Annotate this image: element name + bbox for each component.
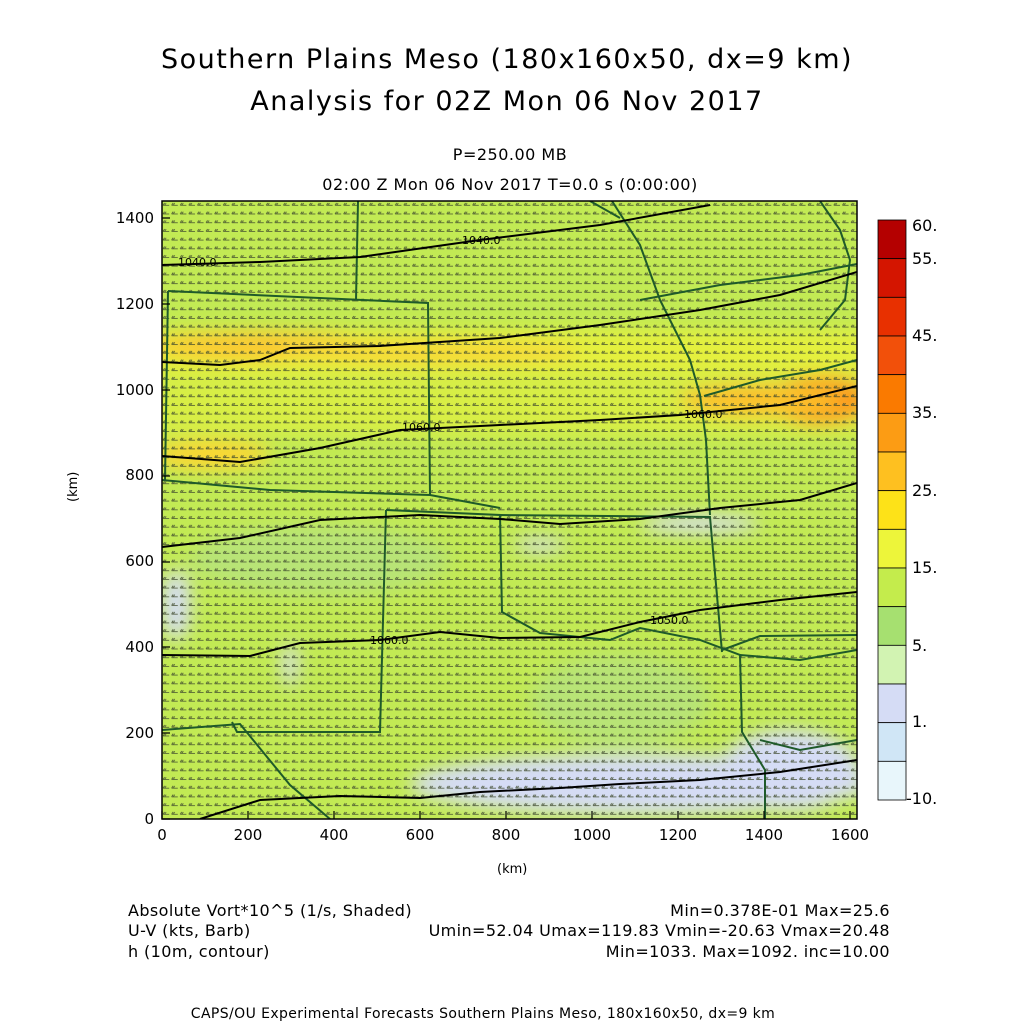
colorbar-swatch (877, 722, 907, 762)
contour-label: 1060.0 (370, 634, 409, 647)
height-contours (162, 204, 857, 819)
x-tick-label: 1600 (830, 826, 870, 844)
colorbar-label: 1. (912, 712, 928, 731)
colorbar-swatch (877, 760, 907, 801)
x-tick-label: 200 (233, 826, 263, 844)
x-tick-label: 400 (319, 826, 349, 844)
vorticity-shading: 1040.0 1040.0 1060.0 1060.0 1060.0 1050.… (162, 201, 857, 819)
colorbar-swatch (877, 374, 907, 414)
contour-labels: 1040.0 1040.0 1060.0 1060.0 1060.0 1050.… (178, 234, 723, 647)
x-tick-label: 1000 (572, 826, 612, 844)
colorbar-swatch (877, 567, 907, 608)
axis-ticks (161, 217, 851, 820)
contour-label: 1060.0 (402, 421, 441, 434)
footer-credit: CAPS/OU Experimental Forecasts Southern … (190, 1006, 776, 1022)
colorbar-swatch (877, 644, 907, 685)
x-tick-label: 0 (157, 826, 167, 844)
colorbar-label: 55. (912, 249, 938, 268)
colorbar-swatch (877, 683, 907, 724)
x-axis-label: (km) (497, 862, 528, 877)
colorbar-swatch (877, 528, 907, 569)
y-tick-label: 200 (125, 724, 154, 742)
colorbar-label: -10. (906, 789, 938, 808)
state-boundaries (162, 201, 857, 819)
y-tick-label: 0 (144, 810, 154, 828)
colorbar-swatch (877, 335, 907, 376)
y-tick-label: 600 (125, 552, 154, 570)
colorbar-swatch (877, 451, 907, 492)
colorbar-swatch (877, 606, 907, 646)
colorbar-swatch (877, 219, 907, 260)
legend-contour-range: Min=1033. Max=1092. inc=10.00 (605, 942, 890, 961)
contour-label: 1050.0 (650, 614, 689, 627)
colorbar-label: 45. (912, 326, 938, 345)
x-tick-label: 1400 (744, 826, 784, 844)
colorbar-swatch (877, 296, 907, 337)
legend-shading: Absolute Vort*10^5 (1/s, Shaded) (128, 901, 413, 920)
y-tick-label: 1200 (115, 295, 154, 313)
y-tick-label: 400 (125, 638, 154, 656)
y-tick-label: 800 (125, 466, 154, 484)
plot-frame (161, 200, 858, 820)
colorbar-label: 25. (912, 481, 938, 500)
legend-shading-range: Min=0.378E-01 Max=25.6 (670, 901, 890, 920)
plot-title: Southern Plains Meso (180x160x50, dx=9 k… (160, 44, 854, 75)
contour-label: 1060.0 (684, 408, 723, 421)
wind-barbs (162, 201, 857, 819)
pressure-level: P=250.00 MB (452, 145, 568, 164)
y-tick-label: 1400 (115, 209, 154, 227)
y-tick-label: 1000 (115, 381, 154, 399)
x-tick-label: 600 (405, 826, 435, 844)
x-tick-label: 800 (491, 826, 521, 844)
legend-contour: h (10m, contour) (128, 942, 270, 961)
colorbar-label: 15. (912, 558, 938, 577)
colorbar-swatch (877, 412, 907, 453)
y-axis-label: (km) (66, 471, 81, 502)
plot-subtitle: Analysis for 02Z Mon 06 Nov 2017 (250, 86, 764, 117)
colorbar-label: 35. (912, 403, 938, 422)
colorbar (877, 219, 907, 801)
colorbar-label: 5. (912, 636, 928, 655)
colorbar-swatch (877, 490, 907, 530)
valid-time: 02:00 Z Mon 06 Nov 2017 T=0.0 s (0:00:00… (322, 175, 698, 194)
contour-label: 1040.0 (178, 256, 217, 269)
x-tick-label: 1200 (658, 826, 698, 844)
legend-barb: U-V (kts, Barb) (128, 921, 251, 940)
legend-barb-range: Umin=52.04 Umax=119.83 Vmin=-20.63 Vmax=… (428, 921, 890, 940)
colorbar-swatch (877, 258, 907, 298)
colorbar-label: 60. (912, 216, 938, 235)
contour-label: 1040.0 (462, 234, 501, 247)
